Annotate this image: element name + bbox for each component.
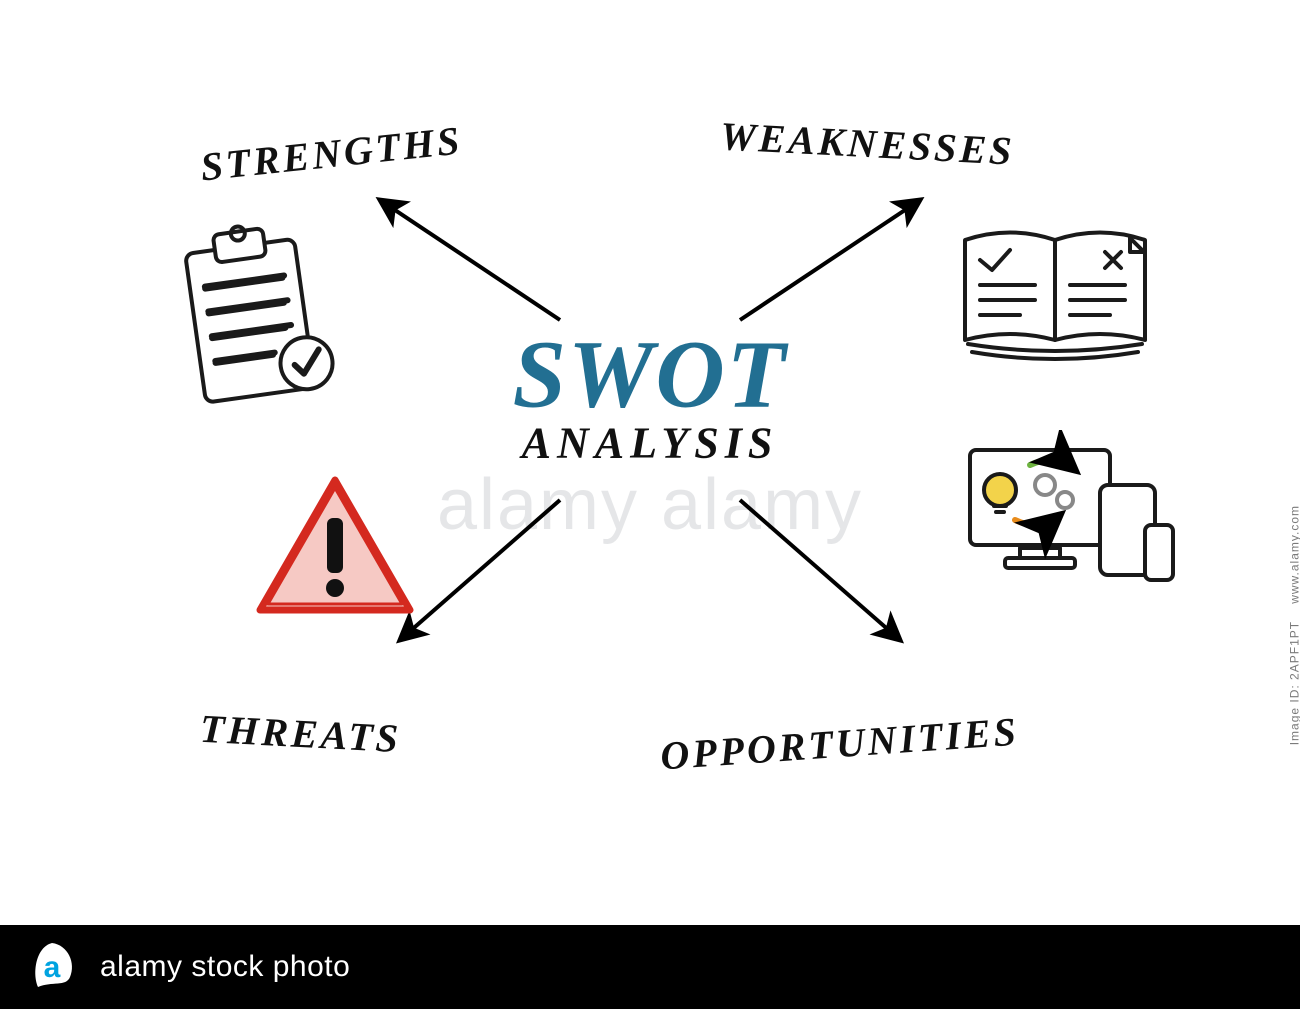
arrow-weaknesses xyxy=(740,200,920,320)
watermark-url: www.alamy.com xyxy=(1287,505,1300,604)
footer-logo: a xyxy=(22,937,82,997)
arrow-threats xyxy=(400,500,560,640)
footer-bar: a alamy stock photo xyxy=(0,925,1300,1009)
diagram-stage: alamy alamy SWOT ANALYSIS STRENGTHS WEAK… xyxy=(0,0,1300,1009)
title-main: SWOT xyxy=(513,331,788,417)
center-title: SWOT ANALYSIS xyxy=(513,331,788,468)
label-opportunities: OPPORTUNITIES xyxy=(659,708,1020,780)
warning-triangle-icon xyxy=(250,470,420,620)
clipboard-check-icon xyxy=(170,220,340,420)
title-sub: ANALYSIS xyxy=(513,418,788,469)
open-book-icon xyxy=(950,210,1160,370)
arrow-strengths xyxy=(380,200,560,320)
devices-idea-icon xyxy=(960,430,1180,610)
label-weaknesses: WEAKNESSES xyxy=(719,112,1016,174)
footer-brand-text: alamy stock photo xyxy=(100,950,350,984)
arrow-opportunities xyxy=(740,500,900,640)
watermark-text: alamy alamy xyxy=(437,464,863,546)
svg-text:a: a xyxy=(44,951,61,984)
watermark-side: Image ID: 2APF1PT www.alamy.com xyxy=(1287,505,1300,745)
watermark-code: Image ID: 2APF1PT xyxy=(1287,621,1300,745)
label-threats: THREATS xyxy=(199,705,402,762)
label-strengths: STRENGTHS xyxy=(198,116,464,190)
